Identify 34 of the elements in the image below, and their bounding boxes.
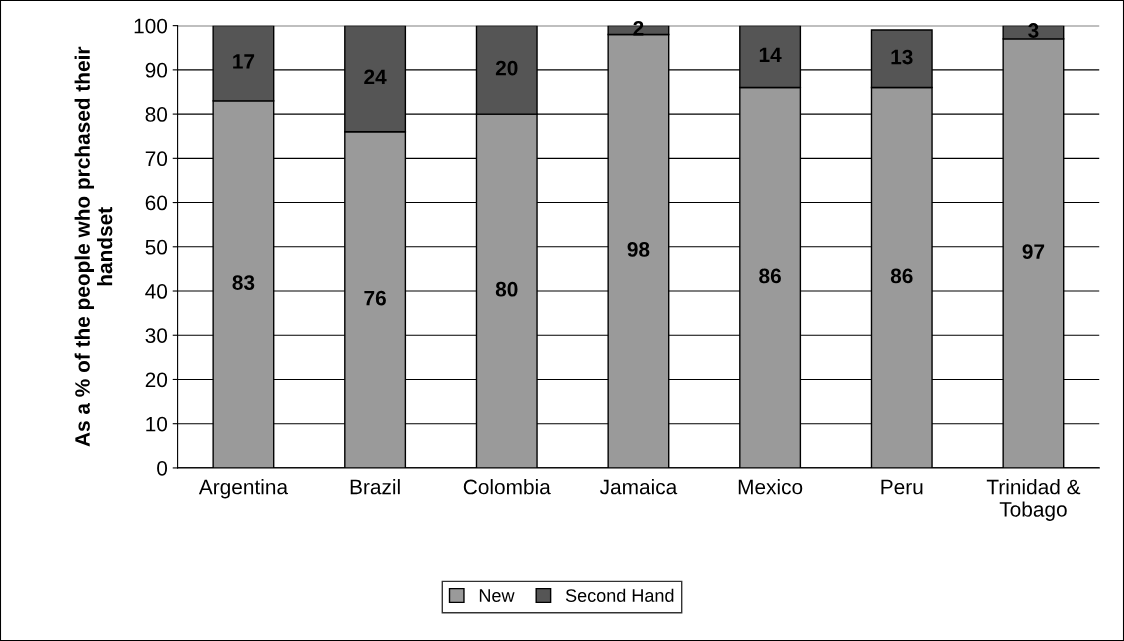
data-label: 76 (364, 290, 386, 306)
y-tick-label: 0 (157, 460, 168, 476)
x-tick-label: Trinidad & Tobago (986, 479, 1081, 521)
x-tick-label: Argentina (198, 479, 289, 499)
y-tick-label: 60 (145, 195, 168, 211)
data-label: 97 (1022, 244, 1045, 260)
data-label: 83 (232, 275, 255, 290)
data-label: 14 (759, 47, 782, 62)
y-tick-label: 100 (134, 18, 168, 34)
y-tick-label: 90 (145, 62, 168, 78)
data-label: 80 (495, 281, 518, 297)
y-tick-label: 70 (145, 151, 168, 167)
x-tick-label: Jamaica (599, 479, 678, 495)
y-tick-label: 30 (145, 328, 168, 343)
legend-label: Second Hand (565, 588, 674, 602)
data-label: 13 (891, 49, 913, 65)
data-label: 98 (627, 242, 650, 257)
data-label: 86 (759, 268, 781, 284)
data-label: 17 (233, 54, 255, 69)
legend-label: New (479, 589, 515, 602)
y-tick-label: 40 (145, 284, 168, 299)
x-tick-label: Brazil (350, 479, 400, 495)
x-tick-label: Colombia (463, 479, 551, 495)
data-label: 24 (364, 69, 387, 85)
y-tick-label: 50 (145, 239, 168, 255)
data-label: 86 (890, 268, 913, 284)
data-label: 20 (495, 60, 518, 76)
y-tick-label: 20 (145, 372, 168, 388)
y-tick-label: 80 (145, 107, 168, 122)
data-label: 3 (1028, 23, 1039, 38)
x-tick-label: Mexico (738, 479, 803, 495)
x-tick-label: Peru (881, 479, 923, 495)
y-axis-title: As a % of the people who prchased their handset (74, 46, 113, 447)
y-tick-label: 10 (146, 416, 168, 432)
